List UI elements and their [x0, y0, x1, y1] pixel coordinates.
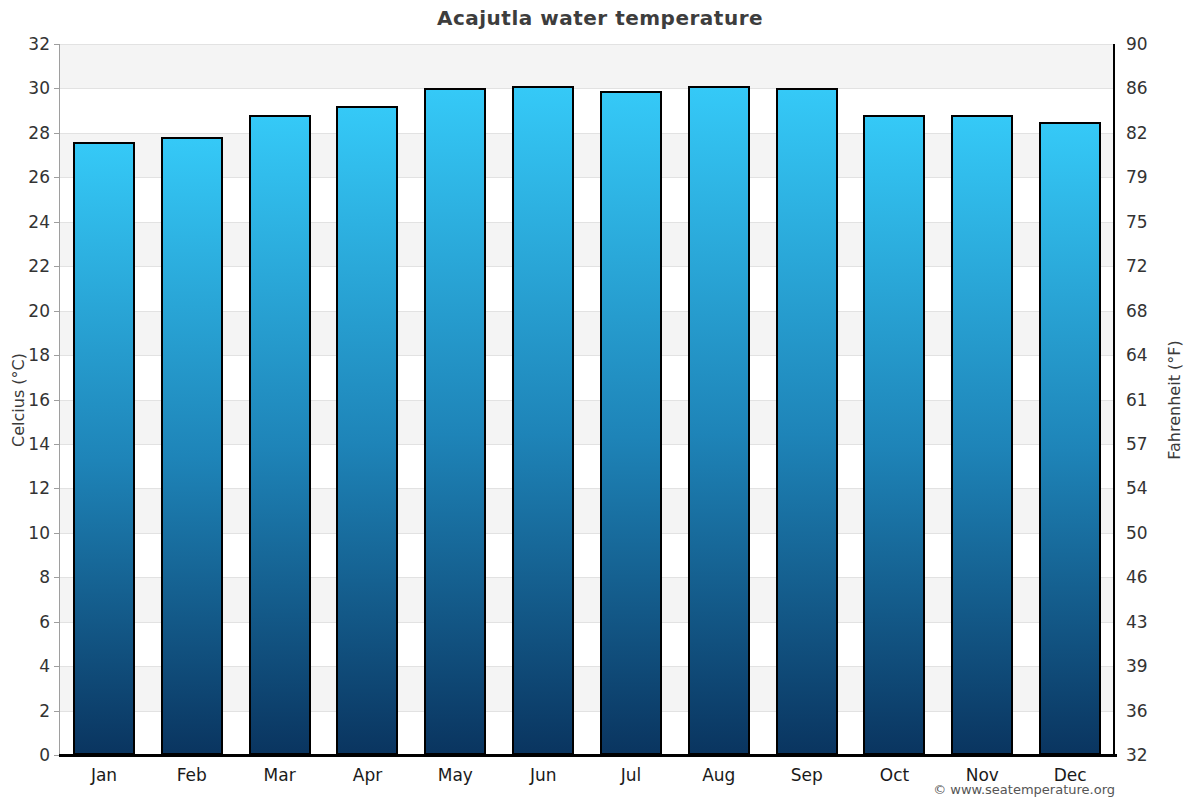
bar-may [424, 88, 486, 755]
y-tick-label-celsius: 24 [0, 212, 50, 232]
y-tick-label-celsius: 30 [0, 78, 50, 98]
bar-oct [863, 115, 925, 755]
x-tick-label-may: May [411, 765, 499, 785]
x-tick-label-oct: Oct [851, 765, 939, 785]
gridline [60, 88, 1114, 89]
y-tick-label-celsius: 2 [0, 701, 50, 721]
y-tick-label-fahrenheit: 57 [1126, 434, 1176, 454]
x-axis-line [59, 754, 1117, 757]
y-tick-label-fahrenheit: 72 [1126, 256, 1176, 276]
y-tick-label-celsius: 28 [0, 123, 50, 143]
y-tick-label-celsius: 18 [0, 345, 50, 365]
y-tick-label-fahrenheit: 82 [1126, 123, 1176, 143]
x-tick-label-jun: Jun [499, 765, 587, 785]
y-axis-right-line [1113, 44, 1115, 755]
bar-jan [73, 142, 135, 755]
y-tick-label-fahrenheit: 86 [1126, 78, 1176, 98]
bar-sep [776, 88, 838, 755]
y-tick-label-fahrenheit: 75 [1126, 212, 1176, 232]
plot-area: 0322364396438461050125414571661186420682… [60, 44, 1114, 755]
y-tick-label-fahrenheit: 39 [1126, 656, 1176, 676]
y-axis-left-line [59, 44, 60, 755]
y-tick-label-fahrenheit: 64 [1126, 345, 1176, 365]
seatemperature-credit-link[interactable]: © www.seatemperature.org [933, 782, 1115, 797]
x-tick-label-mar: Mar [236, 765, 324, 785]
x-tick-label-feb: Feb [148, 765, 236, 785]
y-tick-label-fahrenheit: 36 [1126, 701, 1176, 721]
x-tick-label-sep: Sep [763, 765, 851, 785]
y-tick-label-fahrenheit: 68 [1126, 301, 1176, 321]
y-tick-label-celsius: 32 [0, 34, 50, 54]
bar-nov [951, 115, 1013, 755]
bar-jul [600, 91, 662, 755]
gridline [60, 44, 1114, 45]
bar-feb [161, 137, 223, 755]
x-tick-label-jan: Jan [60, 765, 148, 785]
y-tick-label-celsius: 8 [0, 567, 50, 587]
y-tick-label-celsius: 26 [0, 167, 50, 187]
x-tick-label-jul: Jul [587, 765, 675, 785]
y-tick-label-fahrenheit: 46 [1126, 567, 1176, 587]
y-tick-label-fahrenheit: 61 [1126, 390, 1176, 410]
x-tick-label-aug: Aug [675, 765, 763, 785]
y-tick-label-fahrenheit: 32 [1126, 745, 1176, 765]
y-tick-label-fahrenheit: 54 [1126, 478, 1176, 498]
y-tick-label-fahrenheit: 90 [1126, 34, 1176, 54]
y-tick-label-celsius: 10 [0, 523, 50, 543]
plot-band [60, 44, 1114, 88]
y-tick-label-celsius: 12 [0, 478, 50, 498]
y-tick-label-celsius: 14 [0, 434, 50, 454]
y-tick-label-fahrenheit: 79 [1126, 167, 1176, 187]
bar-apr [336, 106, 398, 755]
water-temperature-chart: Acajutla water temperature Celcius (°C) … [0, 0, 1200, 800]
y-tick-label-celsius: 20 [0, 301, 50, 321]
bar-jun [512, 86, 574, 755]
bar-mar [249, 115, 311, 755]
y-tick-label-celsius: 4 [0, 656, 50, 676]
y-tick-label-celsius: 16 [0, 390, 50, 410]
y-tick-label-fahrenheit: 43 [1126, 612, 1176, 632]
x-tick-label-apr: Apr [324, 765, 412, 785]
y-tick-label-celsius: 22 [0, 256, 50, 276]
y-tick-label-celsius: 0 [0, 745, 50, 765]
bar-aug [688, 86, 750, 755]
chart-title: Acajutla water temperature [0, 6, 1200, 30]
bar-dec [1039, 122, 1101, 755]
y-tick-label-celsius: 6 [0, 612, 50, 632]
y-tick-label-fahrenheit: 50 [1126, 523, 1176, 543]
